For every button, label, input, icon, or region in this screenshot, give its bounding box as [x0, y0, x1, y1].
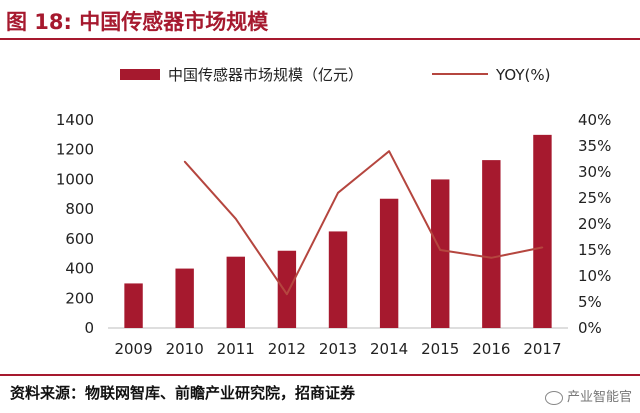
legend-line-label: YOY(%)	[495, 66, 550, 84]
y-left-tick-label: 200	[65, 289, 94, 307]
y-right-tick-label: 15%	[578, 241, 611, 259]
legend: 中国传感器市场规模（亿元） YOY(%)	[120, 66, 550, 84]
yoy-point	[183, 160, 186, 163]
bar	[533, 134, 552, 328]
x-tick-label: 2014	[370, 340, 408, 358]
y-right-tick-label: 40%	[578, 111, 611, 129]
x-tick-label: 2011	[217, 340, 255, 358]
source-text: 资料来源：物联网智库、前瞻产业研究院，招商证券	[10, 384, 356, 402]
axes: 0 200 400 600 800 1000 1200 1400 0% 5% 10% 15% 20% 25…	[56, 111, 612, 358]
x-tick-label: 2009	[114, 340, 152, 358]
figure-header: 图 18: 中国传感器市场规模	[0, 0, 640, 40]
watermark: 产业智能官	[544, 386, 632, 405]
legend-bar-swatch	[120, 69, 160, 80]
y-left-tick-label: 400	[65, 260, 94, 278]
y-right-tick-label: 0%	[578, 319, 602, 337]
x-tick-label: 2016	[472, 340, 510, 358]
y-right-tick-label: 35%	[578, 137, 611, 155]
line-series	[183, 150, 544, 296]
y-right-tick-label: 5%	[578, 293, 602, 311]
wechat-icon	[544, 390, 563, 405]
y-right-tick-label: 30%	[578, 163, 611, 181]
bar	[482, 160, 501, 328]
y-right-tick-label: 10%	[578, 267, 611, 285]
yoy-line	[183, 150, 543, 296]
y-left-tick-label: 1000	[56, 170, 94, 188]
figure-title: 图 18: 中国传感器市场规模	[6, 10, 269, 34]
yoy-point	[286, 293, 288, 295]
y-left-tick-label: 0	[84, 319, 94, 337]
yoy-point	[439, 249, 442, 251]
source-bar: 资料来源：物联网智库、前瞻产业研究院，招商证券 产业智能官	[0, 374, 640, 410]
x-tick-label: 2013	[319, 340, 357, 358]
yoy-point	[337, 192, 339, 194]
yoy-point	[388, 150, 390, 152]
legend-bar-label: 中国传感器市场规模（亿元）	[168, 66, 363, 84]
y-left-tick-label: 1400	[56, 111, 94, 129]
watermark-text: 产业智能官	[566, 390, 632, 405]
x-tick-label: 2015	[421, 340, 459, 358]
y-right-tick-label: 20%	[578, 215, 611, 233]
y-left-tick-label: 800	[65, 200, 94, 218]
x-tick-label: 2010	[166, 340, 204, 358]
y-right-tick-label: 25%	[578, 189, 611, 207]
x-tick-label: 2017	[523, 340, 561, 358]
bar	[431, 179, 450, 328]
chart: 中国传感器市场规模（亿元） YOY(%) 0 200 400 600 800 1000 12…	[56, 66, 612, 358]
x-tick-label: 2012	[268, 340, 306, 358]
bar	[328, 231, 348, 328]
bar	[379, 198, 399, 328]
bar-series	[124, 134, 552, 328]
yoy-point	[234, 218, 237, 220]
yoy-point	[541, 246, 544, 249]
bar	[175, 268, 194, 328]
bar	[226, 256, 245, 328]
y-left-tick-label: 1200	[56, 141, 94, 159]
bar	[277, 250, 297, 328]
yoy-point	[490, 257, 493, 259]
bar	[124, 283, 143, 328]
y-left-tick-label: 600	[65, 230, 94, 248]
